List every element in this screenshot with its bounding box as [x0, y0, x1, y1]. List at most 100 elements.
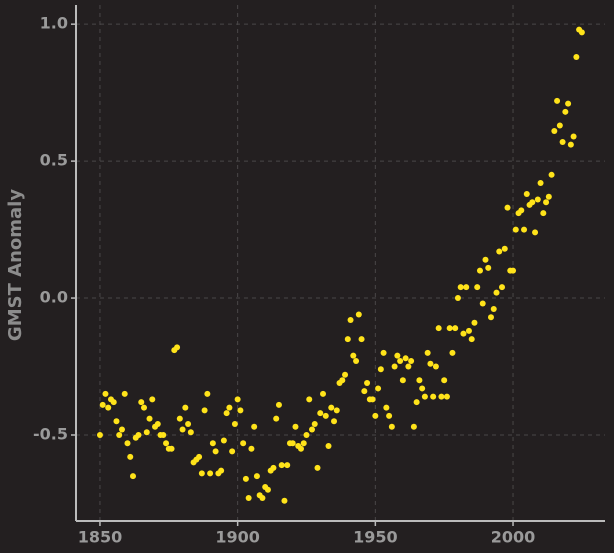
point	[273, 415, 280, 422]
point	[196, 453, 203, 460]
point	[237, 407, 244, 414]
point	[278, 462, 285, 469]
point	[317, 410, 324, 417]
point	[223, 410, 230, 417]
y-tick-label: 0.0	[40, 288, 68, 307]
point	[245, 494, 252, 501]
point	[460, 330, 467, 337]
point	[231, 421, 238, 428]
point	[446, 325, 453, 332]
point	[537, 180, 544, 187]
point	[377, 366, 384, 373]
point	[554, 97, 561, 104]
point	[242, 475, 249, 482]
point	[567, 141, 574, 148]
point	[416, 377, 423, 384]
point	[397, 358, 404, 365]
point	[331, 418, 338, 425]
point	[154, 421, 161, 428]
y-axis-label: GMST Anomaly	[5, 189, 26, 341]
y-tick-label: -0.5	[33, 425, 68, 444]
point	[240, 440, 247, 447]
point	[168, 445, 175, 452]
point	[284, 462, 291, 469]
point	[275, 401, 282, 408]
point	[342, 371, 349, 378]
point	[468, 336, 475, 343]
point	[229, 448, 236, 455]
point	[465, 327, 472, 334]
point	[303, 432, 310, 438]
point	[163, 440, 170, 447]
point	[182, 404, 189, 411]
point	[209, 440, 216, 447]
point	[534, 196, 541, 203]
x-tick-label: 1850	[78, 528, 123, 547]
point	[540, 210, 547, 217]
point	[512, 226, 519, 233]
point	[121, 390, 128, 397]
point	[102, 390, 109, 397]
point	[176, 415, 183, 422]
point	[185, 421, 192, 428]
point	[212, 448, 219, 455]
point	[441, 377, 448, 384]
point	[471, 319, 478, 326]
point	[333, 407, 340, 414]
point	[320, 390, 327, 397]
point	[375, 385, 382, 392]
point	[361, 388, 368, 395]
point	[457, 284, 464, 291]
point	[116, 432, 123, 438]
point	[501, 245, 508, 252]
point	[198, 470, 205, 477]
point	[476, 267, 483, 274]
point	[430, 393, 437, 400]
point	[355, 311, 362, 318]
point	[408, 358, 415, 365]
point	[110, 399, 117, 406]
point	[410, 423, 417, 430]
x-tick-label: 1900	[215, 528, 260, 547]
point	[394, 352, 401, 359]
point	[248, 445, 255, 452]
point	[251, 423, 258, 430]
point	[518, 207, 525, 214]
point	[562, 108, 569, 115]
point	[405, 363, 412, 370]
point	[386, 412, 393, 419]
point	[300, 440, 307, 447]
point	[490, 306, 497, 313]
point	[438, 393, 445, 400]
point	[270, 464, 277, 471]
point	[432, 363, 439, 370]
point	[218, 467, 225, 474]
point	[551, 127, 558, 134]
point	[201, 407, 208, 414]
point	[380, 349, 387, 356]
point	[548, 171, 555, 178]
point	[292, 423, 299, 430]
point	[124, 440, 131, 447]
point	[413, 399, 420, 406]
point	[347, 316, 354, 323]
point	[545, 193, 552, 200]
point	[174, 344, 181, 351]
point	[402, 355, 409, 362]
point	[146, 415, 153, 422]
point	[207, 470, 214, 477]
point	[358, 336, 365, 343]
point	[391, 363, 398, 370]
point	[143, 429, 150, 436]
point	[485, 264, 492, 271]
point	[443, 393, 450, 400]
point	[499, 284, 506, 291]
point	[496, 248, 503, 255]
point	[383, 404, 390, 411]
point	[435, 325, 442, 332]
point	[570, 133, 577, 140]
point	[399, 377, 406, 384]
point	[253, 473, 260, 480]
